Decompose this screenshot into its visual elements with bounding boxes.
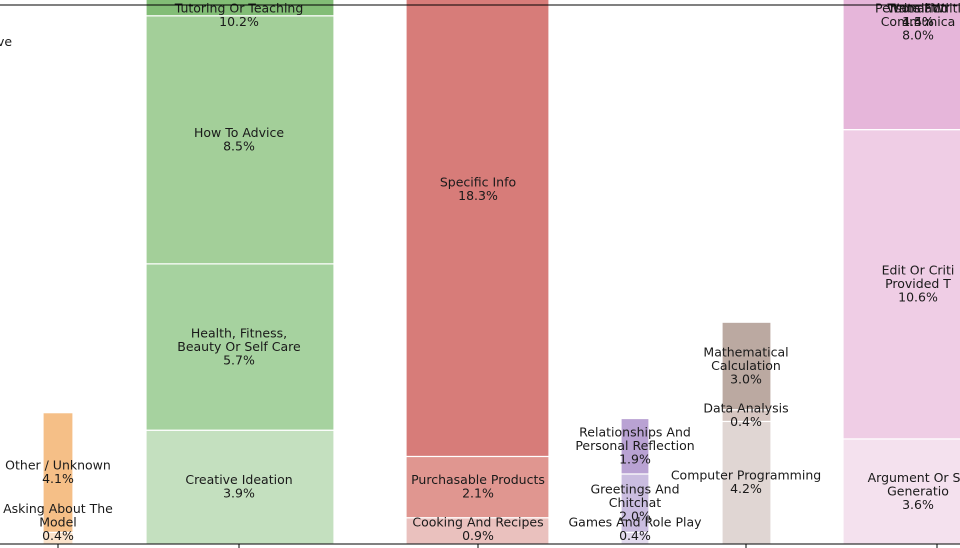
bar-segment <box>620 417 650 475</box>
segment-label: Personal Writi <box>875 1 960 16</box>
segment-label: Specific Info <box>440 174 516 189</box>
data-label: 0.4% <box>42 528 74 543</box>
bar-segment <box>721 321 772 411</box>
data-label: 18.3% <box>458 188 498 203</box>
segment-label: Argument Or Su <box>868 470 960 485</box>
data-label: 4.5% <box>902 14 934 29</box>
bar-segment <box>42 412 74 533</box>
segment-label: How To Advice <box>194 125 284 140</box>
data-label: 4.2% <box>730 481 762 496</box>
segment-label: Data Analysis <box>703 401 788 416</box>
bar-segment <box>405 0 550 458</box>
data-label: 3.9% <box>223 486 255 501</box>
data-label: 2.0% <box>619 508 651 523</box>
data-label: 3.6% <box>902 497 934 512</box>
data-label: 0.4% <box>730 414 762 429</box>
segment-label: Purchasable Products <box>411 472 545 487</box>
bar-segment <box>145 263 335 431</box>
data-label: 2.1% <box>462 486 494 501</box>
segment-label: Provided T <box>885 276 951 291</box>
data-label: 5.7% <box>223 352 255 367</box>
data-label: 1.4% <box>902 14 934 29</box>
data-label: 0.4% <box>619 528 651 543</box>
segment-label: Translatio <box>887 1 948 16</box>
data-label: 1.9% <box>619 452 651 467</box>
segment-label: Health, Fitness, <box>191 325 287 340</box>
data-label: 3.0% <box>730 371 762 386</box>
bar-segment <box>405 455 550 519</box>
bar-segment <box>145 0 335 17</box>
segment-label: Model <box>39 515 77 530</box>
data-label: 10.6% <box>898 290 938 305</box>
segment-label: Communica <box>881 14 956 29</box>
segment-label: Other / Unknown <box>5 458 111 473</box>
segment-label: Tutoring Or Teaching <box>174 1 304 16</box>
segment-label: Edit Or Criti <box>882 263 955 278</box>
segment-label: Greetings And <box>590 481 679 496</box>
segment-label: Creative Ideation <box>185 472 292 487</box>
bar-segment <box>145 15 335 265</box>
segment-label: Asking About The <box>3 501 113 516</box>
bar-segment <box>842 438 960 545</box>
segment-label: Calculation <box>711 358 781 373</box>
segment-label: Chitchat <box>609 495 661 510</box>
data-label: 8.0% <box>902 28 934 43</box>
bar-segment <box>721 420 772 545</box>
data-label: 4.1% <box>42 471 74 486</box>
segment-label: Mathematical <box>703 344 788 359</box>
bar-segment <box>842 129 960 440</box>
segment-label: ve <box>0 34 12 49</box>
segment-label: Computer Programming <box>671 468 821 483</box>
segment-label: Cooking And Recipes <box>412 515 543 530</box>
segment-label: Games And Role Play <box>568 515 702 530</box>
data-label: 0.9% <box>462 528 494 543</box>
segment-label: Relationships And <box>579 425 691 440</box>
bar-segment <box>842 0 960 131</box>
bar-segment <box>620 473 650 533</box>
segment-label: Personal Reflection <box>575 438 694 453</box>
data-label: 10.2% <box>219 14 259 29</box>
segment-label: Generatio <box>887 483 949 498</box>
data-label: 8.5% <box>223 138 255 153</box>
segment-label: Beauty Or Self Care <box>177 339 301 354</box>
segment-label: Write Ficti <box>887 1 949 16</box>
